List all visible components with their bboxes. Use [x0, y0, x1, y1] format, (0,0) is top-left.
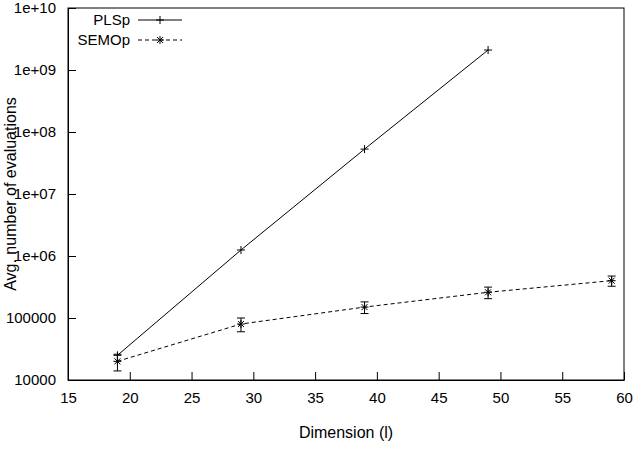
y-tick-label: 1e+07	[14, 185, 56, 202]
error-bar	[484, 287, 492, 299]
data-point	[608, 277, 616, 285]
error-bar	[361, 302, 369, 314]
y-tick: 1e+09	[14, 61, 76, 78]
y-tick: 1e+08	[14, 123, 76, 140]
x-tick-label: 45	[431, 389, 448, 406]
x-tick: 50	[493, 372, 510, 406]
x-tick-label: 55	[554, 389, 571, 406]
y-tick: 1e+06	[14, 247, 76, 264]
x-axis: 15 20 25 30 35 40 45 50 55 60	[60, 372, 633, 406]
legend-label: SEMOp	[77, 31, 130, 48]
data-point	[237, 246, 245, 254]
y-tick-mark	[68, 70, 76, 71]
x-tick-label: 40	[369, 389, 386, 406]
data-point	[484, 288, 492, 296]
y-axis-title: Avg. number of evaluations	[2, 97, 19, 291]
x-tick-label: 20	[122, 389, 139, 406]
error-bar	[113, 354, 121, 371]
x-tick-mark	[253, 372, 254, 380]
y-tick-label: 1e+06	[14, 247, 56, 264]
x-tick-label: 30	[245, 389, 262, 406]
y-tick-mark	[68, 318, 76, 319]
x-tick: 35	[307, 372, 324, 406]
error-bar	[237, 318, 245, 332]
y-tick: 1e+07	[14, 185, 76, 202]
plot-area	[113, 46, 615, 371]
y-tick-mark	[68, 256, 76, 257]
data-point	[361, 303, 369, 311]
y-tick: 100000	[6, 309, 76, 326]
x-tick-mark	[315, 372, 316, 380]
y-tick-label: 10000	[14, 371, 56, 388]
plot-frame	[68, 8, 624, 380]
x-tick-mark	[377, 372, 378, 380]
y-tick-label: 1e+10	[14, 0, 56, 16]
x-tick-mark	[500, 372, 501, 380]
x-tick: 25	[184, 372, 201, 406]
y-tick-mark	[68, 194, 76, 195]
x-tick-label: 25	[184, 389, 201, 406]
chart: 15 20 25 30 35 40 45 50 55 60 10000 100000 1e+06 1e+0…	[0, 0, 640, 450]
series-line	[117, 281, 611, 362]
x-tick-label: 50	[493, 389, 510, 406]
x-tick-label: 15	[60, 389, 77, 406]
x-tick-mark	[192, 372, 193, 380]
x-tick: 45	[431, 372, 448, 406]
y-tick-label: 1e+09	[14, 61, 56, 78]
data-point	[237, 320, 245, 328]
legend-marker	[156, 16, 164, 24]
y-tick-label: 100000	[6, 309, 56, 326]
x-tick-label: 35	[307, 389, 324, 406]
y-tick: 10000	[14, 371, 76, 388]
error-bar	[608, 276, 616, 286]
legend-marker	[156, 36, 164, 44]
series-line	[117, 50, 488, 355]
x-tick-mark	[130, 372, 131, 380]
data-point	[484, 46, 492, 54]
y-tick-label: 1e+08	[14, 123, 56, 140]
data-point	[361, 145, 369, 153]
x-tick: 30	[245, 372, 262, 406]
data-point	[113, 357, 121, 365]
legend: PLSp SEMOp	[77, 11, 182, 48]
legend-label: PLSp	[93, 11, 130, 28]
x-tick: 55	[554, 372, 571, 406]
x-axis-title: Dimension (l)	[299, 424, 393, 441]
y-tick-mark	[68, 132, 76, 133]
y-tick: 1e+10	[14, 0, 76, 16]
x-tick-mark	[562, 372, 563, 380]
x-tick: 40	[369, 372, 386, 406]
x-tick-mark	[439, 372, 440, 380]
x-tick: 20	[122, 372, 139, 406]
x-tick-label: 60	[616, 389, 633, 406]
